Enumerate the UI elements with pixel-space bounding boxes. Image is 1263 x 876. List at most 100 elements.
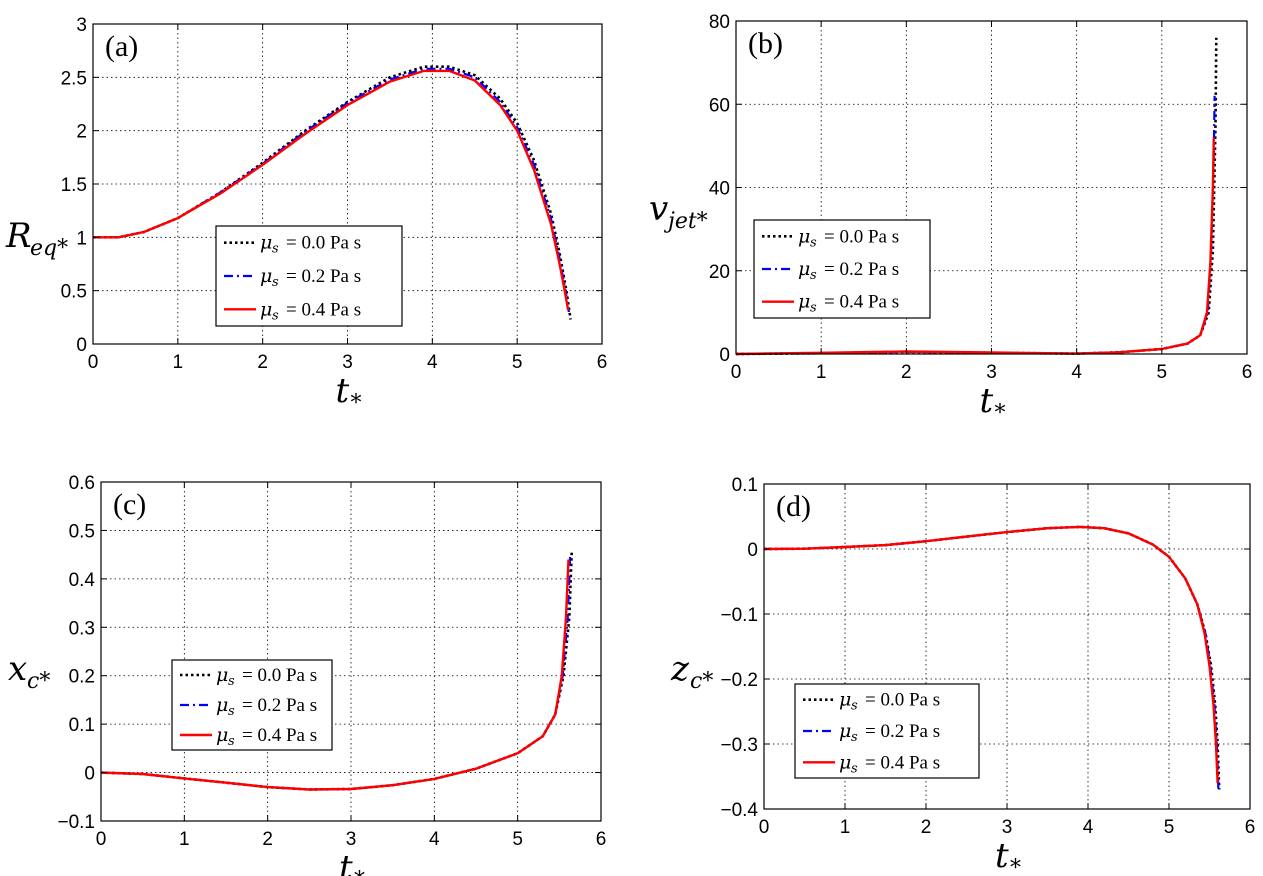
legend-label-1: = 0.2 Pa s (824, 259, 899, 280)
y-tick-label: 0 (747, 540, 758, 561)
x-tick-label: 5 (512, 829, 523, 850)
x-axis-label-sub: * (995, 401, 1006, 426)
legend: μ s = 0.0 Pa sμ s = 0.2 Pa sμ s = 0.4 Pa s (794, 683, 980, 779)
series-line-2 (763, 525, 1219, 784)
legend-mu-sub: s (228, 734, 235, 749)
grid (101, 482, 601, 821)
y-tick-label: 1.5 (61, 175, 87, 196)
x-tick-label: 3 (986, 362, 997, 383)
x-tick-label: 4 (1083, 817, 1094, 838)
legend-label-0: = 0.0 Pa s (286, 233, 361, 254)
y-tick-label: 0.5 (61, 282, 87, 303)
y-tick-label: 0 (84, 764, 95, 785)
y-tick-label: −0.3 (720, 735, 758, 756)
legend-mu-symbol: μ (216, 664, 228, 686)
legend-mu-symbol: μ (260, 265, 272, 287)
x-tick-label: 5 (1164, 817, 1175, 838)
legend-label-1: = 0.2 Pa s (865, 721, 940, 742)
y-axis-label: z (670, 649, 690, 689)
grid (736, 21, 1247, 354)
y-tick-label: 0.1 (732, 475, 758, 496)
legend-mu-symbol: μ (798, 291, 810, 313)
panel-a: 0 1 2 3 4 5 600.511.522.53(a)t *Req* μ s = 0.0 Pa … (5, 15, 607, 416)
x-axis-label: t (980, 381, 994, 421)
x-tick-label: 0 (731, 362, 742, 383)
y-tick-label: 80 (709, 12, 730, 33)
legend-mu-sub: s (272, 242, 279, 257)
legend: μ s = 0.0 Pa sμ s = 0.2 Pa sμ s = 0.4 Pa s (171, 659, 333, 751)
legend-mu-sub: s (272, 275, 279, 290)
legend-mu-sub: s (851, 699, 858, 714)
legend-mu-sub: s (272, 308, 279, 323)
x-axis-label-sub: * (1010, 856, 1021, 876)
x-tick-label: 5 (512, 352, 523, 373)
panel-label: (d) (776, 490, 811, 523)
x-tick-label: 4 (427, 352, 438, 373)
x-tick-label: 3 (1002, 817, 1013, 838)
legend-label-2: = 0.4 Pa s (286, 299, 361, 320)
x-tick-label: 6 (597, 352, 608, 373)
x-tick-label: 5 (1157, 362, 1168, 383)
y-tick-label: 3 (76, 15, 87, 36)
y-tick-label: −0.1 (720, 605, 758, 626)
y-tick-label: −0.1 (57, 812, 95, 833)
series-line-2 (93, 69, 570, 311)
x-tick-label: 0 (759, 817, 770, 838)
y-tick-label: 60 (709, 95, 730, 116)
x-tick-label: 6 (1242, 362, 1253, 383)
legend-mu-symbol: μ (798, 258, 810, 280)
y-tick-label: −0.2 (720, 670, 758, 691)
legend-mu-sub: s (810, 235, 817, 250)
y-tick-label: 0 (719, 345, 730, 366)
x-axis-label-sub: * (351, 391, 362, 416)
x-tick-label: 6 (1245, 817, 1256, 838)
y-tick-label: 40 (709, 179, 730, 200)
y-tick-label: 0.1 (69, 715, 95, 736)
x-tick-label: 2 (921, 817, 932, 838)
series-line-1 (93, 67, 570, 313)
legend-mu-symbol: μ (216, 694, 228, 716)
y-axis-label-sub: jet* (663, 209, 708, 234)
y-axis-label-sub: c* (27, 669, 50, 694)
legend-label-0: = 0.0 Pa s (824, 226, 899, 247)
y-axis-label: x (8, 649, 27, 689)
legend-mu-sub: s (851, 730, 858, 745)
y-tick-label: 0.5 (69, 521, 95, 542)
legend-label-2: = 0.4 Pa s (824, 292, 899, 313)
y-tick-label: 0.6 (69, 473, 95, 494)
x-tick-label: 1 (840, 817, 851, 838)
legend-mu-sub: s (810, 301, 817, 316)
x-tick-label: 1 (179, 829, 190, 850)
legend-mu-sub: s (851, 761, 858, 776)
x-axis-label: t (336, 371, 350, 411)
legend-mu-sub: s (810, 268, 817, 283)
y-axis-label: R (5, 216, 32, 256)
legend-mu-sub: s (228, 674, 235, 689)
legend-mu-symbol: μ (839, 751, 851, 773)
panel-label: (b) (748, 27, 783, 60)
x-tick-label: 6 (596, 829, 607, 850)
legend-mu-symbol: μ (839, 689, 851, 711)
series-group (763, 525, 1221, 790)
y-tick-label: 0 (76, 335, 87, 356)
y-axis-label: v (649, 189, 668, 229)
legend-label-2: = 0.4 Pa s (242, 725, 317, 746)
y-axis-label-sub: eq* (30, 236, 68, 261)
series-group (93, 65, 572, 320)
panel-c: 0123456−0.100.10.20.30.40.50.6(c)t*xc*μs… (8, 473, 606, 876)
x-tick-label: 1 (816, 362, 827, 383)
y-tick-label: 1 (76, 228, 87, 249)
legend-label-1: = 0.2 Pa s (286, 266, 361, 287)
y-axis-label-sub: c* (690, 669, 713, 694)
x-tick-label: 0 (96, 829, 107, 850)
x-tick-label: 2 (901, 362, 912, 383)
legend: μ s = 0.0 Pa sμ s = 0.2 Pa sμ s = 0.4 Pa s (215, 225, 403, 327)
panel-label: (c) (113, 488, 146, 521)
legend: μ s = 0.0 Pa sμ s = 0.2 Pa sμ s = 0.4 Pa s (753, 219, 931, 319)
x-axis-label: t (995, 836, 1009, 876)
x-tick-label: 4 (429, 829, 440, 850)
x-tick-label: 3 (346, 829, 357, 850)
x-tick-label: 2 (257, 352, 268, 373)
